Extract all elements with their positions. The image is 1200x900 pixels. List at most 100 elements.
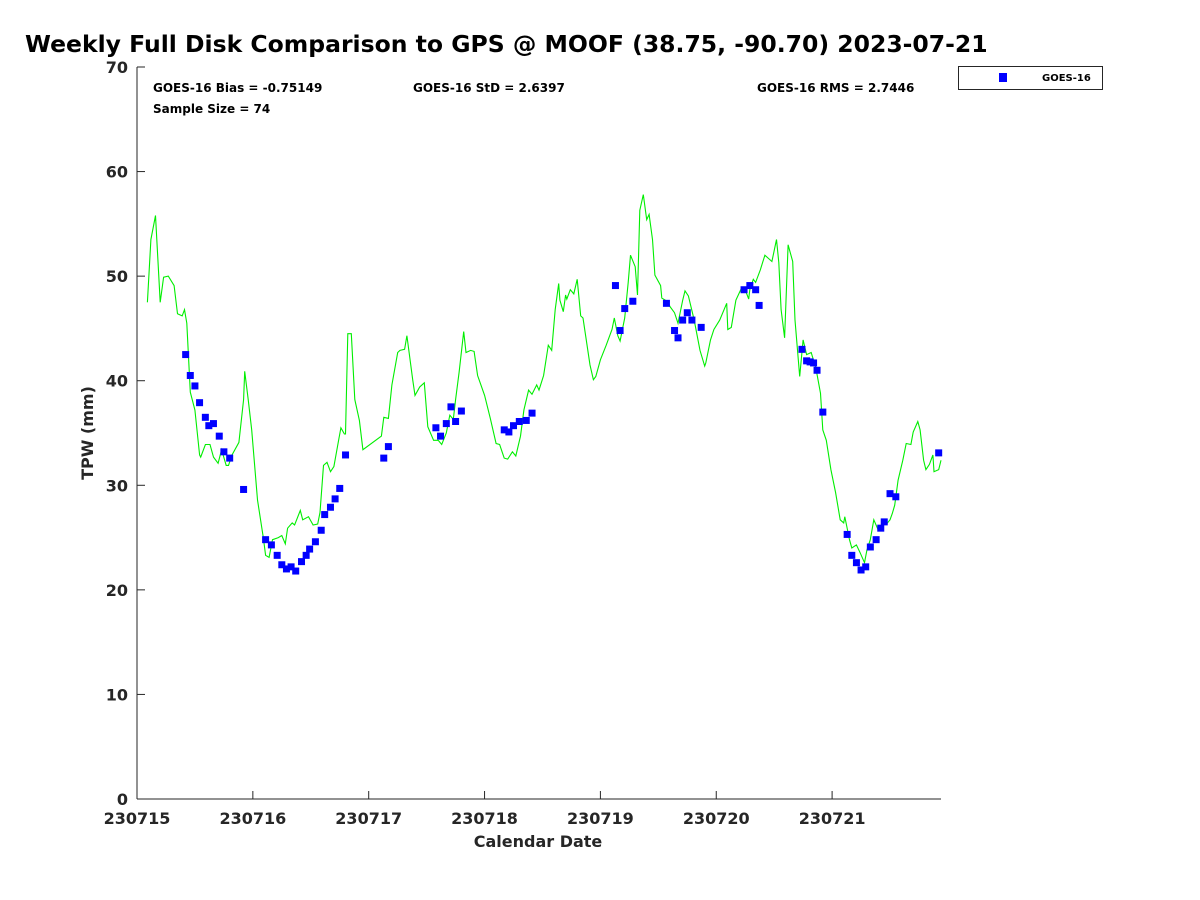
goes16-point [798, 345, 806, 353]
y-tick-label: 70 [106, 58, 128, 77]
goes16-point [457, 407, 465, 415]
y-axis-label: TPW (mm) [78, 386, 97, 480]
plot-area [146, 194, 943, 575]
goes16-point [697, 323, 705, 331]
goes16-point [432, 424, 440, 432]
x-axis-label: Calendar Date [474, 832, 603, 851]
goes16-point [201, 413, 209, 421]
goes16-point [616, 327, 624, 335]
x-tick-label: 230717 [335, 809, 402, 828]
goes16-point [186, 371, 194, 379]
goes16-point [857, 566, 865, 574]
bias-annotation: GOES-16 Bias = -0.75149 [153, 81, 322, 95]
goes16-point [872, 536, 880, 544]
y-tick-label: 20 [106, 581, 128, 600]
goes16-point [220, 448, 228, 456]
goes16-point [877, 524, 885, 532]
goes16-point [292, 567, 300, 575]
goes16-point [447, 403, 455, 411]
goes16-point [215, 432, 223, 440]
goes16-point [500, 426, 508, 434]
goes16-point [866, 543, 874, 551]
goes16-point [752, 286, 760, 294]
x-tick-label: 230719 [567, 809, 634, 828]
goes16-point [505, 428, 513, 436]
sample-size-annotation: Sample Size = 74 [153, 102, 270, 116]
goes16-point [452, 417, 460, 425]
std-annotation: GOES-16 StD = 2.6397 [413, 81, 565, 95]
legend: GOES-16 [958, 66, 1103, 90]
goes16-point [510, 422, 518, 430]
goes16-point [886, 490, 894, 498]
y-tick-label: 50 [106, 267, 128, 286]
goes16-point [321, 511, 329, 519]
gps-tpw-line [146, 194, 942, 565]
y-tick-label: 40 [106, 372, 128, 391]
goes16-point [326, 503, 334, 511]
goes16-point [892, 493, 900, 501]
goes16-point [306, 545, 314, 553]
goes16-point [852, 559, 860, 567]
goes16-point [380, 454, 388, 462]
x-tick-label: 230716 [219, 809, 286, 828]
goes16-point [298, 558, 306, 566]
goes16-point [267, 541, 275, 549]
goes16-point [515, 417, 523, 425]
goes16-point [629, 297, 637, 305]
goes16-point [862, 563, 870, 571]
goes16-point [273, 551, 281, 559]
y-tick-label: 0 [117, 790, 128, 809]
goes16-point [746, 282, 754, 290]
goes16-point [810, 359, 818, 367]
x-tick-label: 230721 [799, 809, 866, 828]
rms-annotation: GOES-16 RMS = 2.7446 [757, 81, 914, 95]
goes16-point [671, 327, 679, 335]
goes16-point [287, 563, 295, 571]
goes16-point [209, 420, 217, 428]
goes16-point [262, 536, 270, 544]
x-tick-label: 230720 [683, 809, 750, 828]
goes16-point [611, 282, 619, 290]
goes16-point [336, 484, 344, 492]
x-tick-label: 230715 [104, 809, 171, 828]
goes16-point [755, 301, 763, 309]
goes16-point [683, 309, 691, 317]
goes16-point [240, 485, 248, 493]
goes16-point [384, 443, 392, 451]
legend-marker [999, 73, 1007, 82]
goes16-point [196, 399, 204, 407]
goes16-point [282, 565, 290, 573]
y-tick-label: 60 [106, 163, 128, 182]
goes16-point [302, 551, 310, 559]
goes16-point [522, 416, 530, 424]
goes16-point [674, 334, 682, 342]
goes16-point [740, 286, 748, 294]
goes16-point [813, 366, 821, 374]
goes16-point [331, 495, 339, 503]
goes16-point [278, 561, 286, 569]
goes16-point [688, 316, 696, 324]
goes16-point [311, 538, 319, 546]
goes16-point [342, 451, 350, 459]
y-tick-label: 30 [106, 476, 128, 495]
goes16-point [679, 316, 687, 324]
goes16-point [935, 449, 943, 457]
x-tick-label: 230718 [451, 809, 518, 828]
goes16-point [819, 408, 827, 416]
goes16-point [848, 551, 856, 559]
chart-title: Weekly Full Disk Comparison to GPS @ MOO… [25, 30, 988, 58]
goes16-point [226, 454, 234, 462]
y-tick-label: 10 [106, 685, 128, 704]
goes16-point [528, 409, 536, 417]
goes16-point [182, 351, 190, 359]
goes16-point [317, 526, 325, 534]
goes16-point [437, 432, 445, 440]
legend-label: GOES-16 [1042, 73, 1091, 84]
goes16-point [205, 422, 213, 430]
goes16-point [843, 530, 851, 538]
goes16-point [662, 299, 670, 307]
legend-box [958, 66, 1103, 90]
goes16-point [442, 420, 450, 428]
goes16-point [191, 382, 199, 390]
